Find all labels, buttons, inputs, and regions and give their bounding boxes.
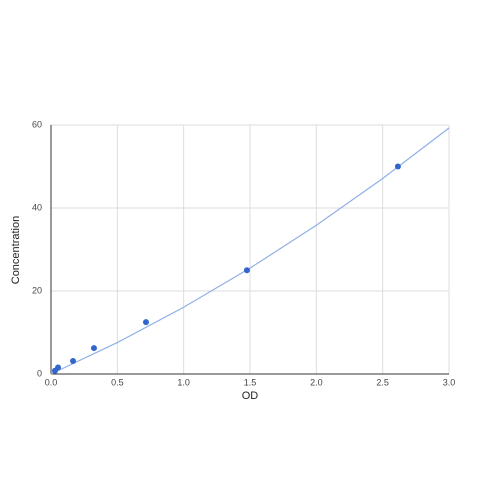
x-tick-label: 0.0 (45, 377, 58, 387)
x-tick-label: 2.5 (376, 377, 389, 387)
data-point (90, 345, 97, 352)
trendline (50, 127, 450, 375)
y-tick-label: 20 (32, 285, 42, 295)
x-axis-title: OD (242, 390, 259, 402)
x-tick-label: 2.0 (310, 377, 323, 387)
y-axis-title: Concentration (10, 216, 22, 285)
data-point (55, 364, 62, 371)
data-point (70, 358, 77, 365)
y-tick-label: 60 (32, 119, 42, 129)
x-tick-label: 3.0 (443, 377, 456, 387)
data-point (394, 163, 401, 170)
y-tick-label: 0 (37, 368, 42, 378)
data-point (142, 319, 149, 326)
data-point (243, 267, 250, 274)
x-tick-label: 1.0 (177, 377, 190, 387)
y-tick-label: 40 (32, 202, 42, 212)
x-tick-label: 1.5 (244, 377, 257, 387)
x-tick-label: 0.5 (111, 377, 124, 387)
